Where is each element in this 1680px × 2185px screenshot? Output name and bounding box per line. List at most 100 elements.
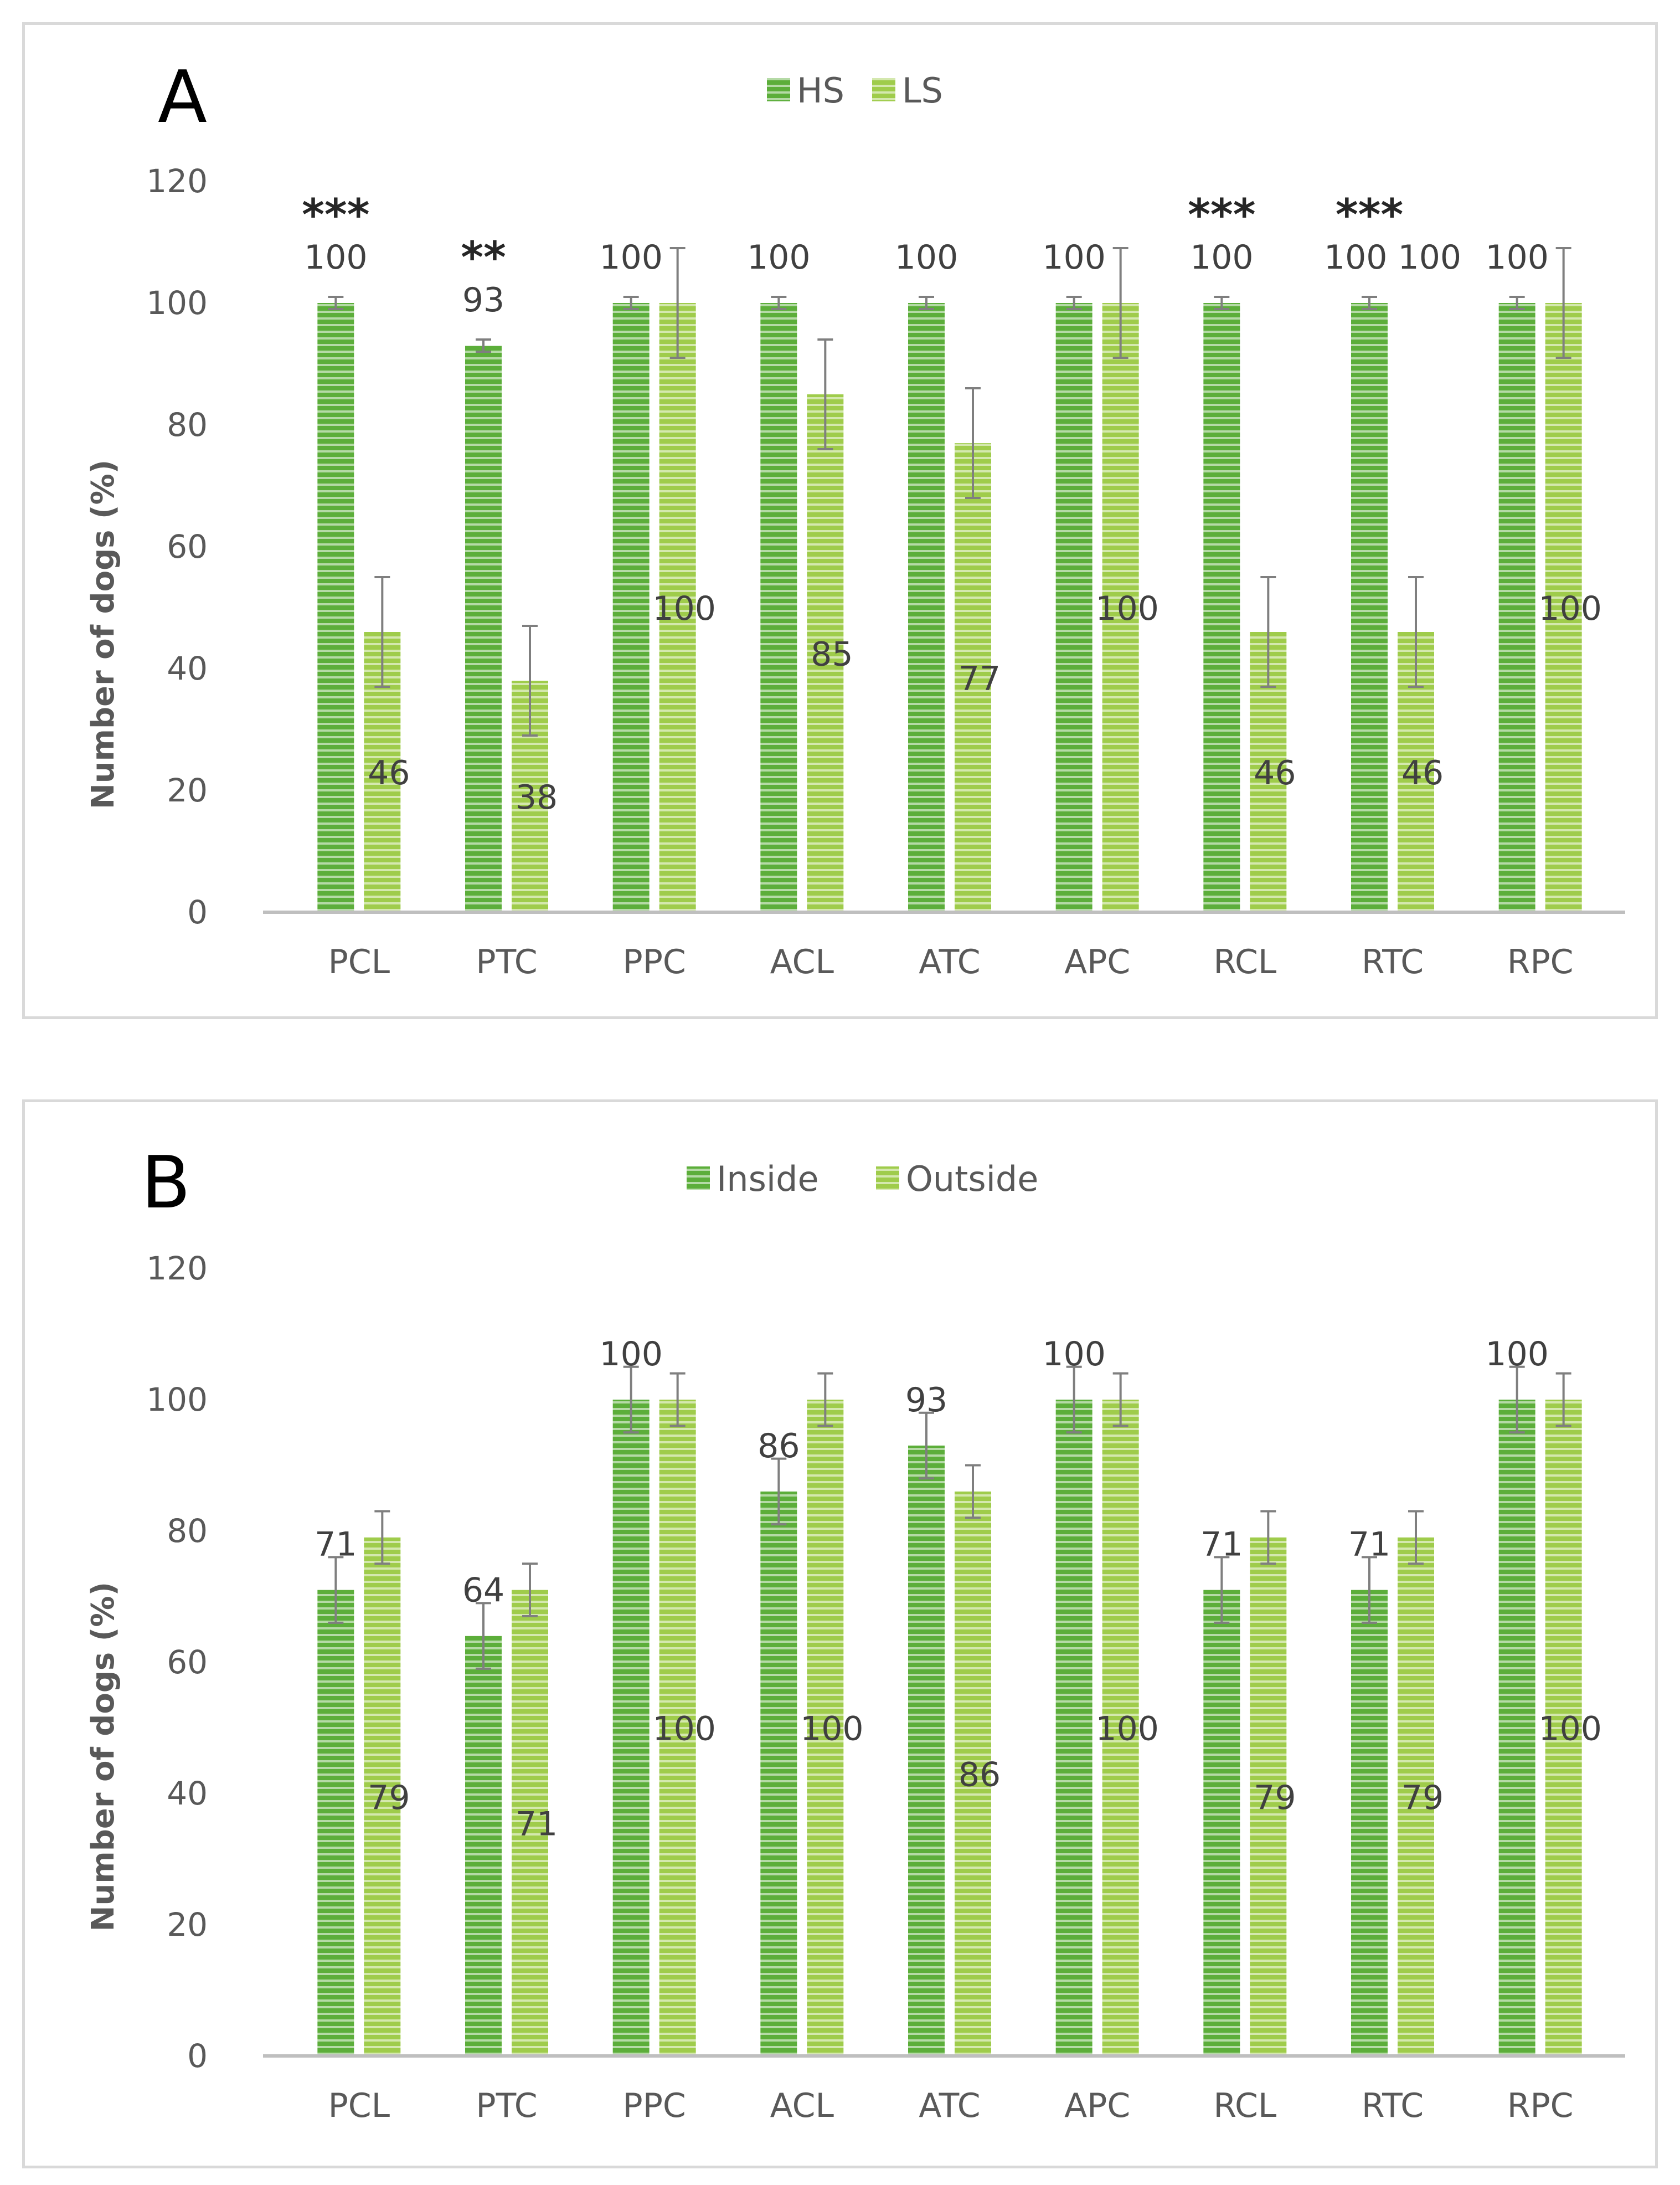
x-tick-label: RTC	[1362, 2086, 1424, 2125]
data-label-outside: 79	[1254, 1778, 1296, 1817]
error-bar-inside-pcl	[328, 1556, 344, 1624]
bar-hs-pcl	[317, 303, 354, 912]
x-tick-label: PPC	[623, 2086, 686, 2125]
bar-inside-ppc	[612, 1400, 650, 2056]
bar-inside-rcl	[1203, 1590, 1240, 2056]
panel-label: A	[158, 55, 207, 139]
error-bar-ls-apc	[1112, 247, 1128, 359]
data-label-inside: 100	[1042, 1335, 1106, 1374]
data-label-hs: 100	[1042, 238, 1106, 277]
error-bar-ls-pcl	[374, 576, 390, 688]
x-tick-label: PTC	[476, 2086, 537, 2125]
bar-outside-ptc	[512, 1590, 548, 2056]
legend-swatch-inside	[687, 1166, 710, 1190]
data-label-inside: 71	[315, 1525, 357, 1564]
data-label-ls: 46	[1254, 754, 1296, 793]
data-label-inside: 71	[1348, 1525, 1390, 1564]
bar-hs-ptc	[465, 346, 502, 912]
bar-ls-atc	[955, 443, 991, 912]
legend-swatch-ls	[872, 78, 895, 101]
data-label-ls: 77	[958, 660, 1001, 698]
error-bar-ls-rpc	[1555, 247, 1571, 359]
significance-marker: ***	[1188, 191, 1255, 240]
significance-marker: ***	[302, 191, 369, 240]
y-tick-label: 40	[167, 650, 208, 687]
x-tick-label: ACL	[770, 2086, 834, 2125]
bar-hs-rcl	[1203, 303, 1240, 912]
error-bar-outside-apc	[1112, 1372, 1128, 1427]
panel-label: B	[141, 1140, 190, 1225]
y-tick-label: 120	[146, 1250, 208, 1287]
data-label-inside: 93	[905, 1381, 947, 1420]
error-bar-hs-acl	[771, 296, 787, 310]
data-label-hs: 100	[304, 238, 368, 277]
y-tick-label: 0	[187, 893, 208, 931]
error-bar-hs-rcl	[1214, 296, 1230, 310]
y-tick-label: 80	[167, 1512, 208, 1550]
legend-swatch-outside	[876, 1166, 899, 1190]
y-tick-label: 20	[167, 772, 208, 809]
data-label-inside: 64	[462, 1571, 504, 1610]
error-bar-ls-ptc	[522, 625, 538, 737]
error-bar-outside-acl	[817, 1372, 833, 1427]
y-tick-label: 60	[167, 528, 208, 565]
data-label-hs: 100	[1190, 238, 1254, 277]
data-label-outside: 100	[800, 1710, 864, 1749]
bar-ls-rpc	[1545, 303, 1582, 912]
error-bar-inside-apc	[1066, 1365, 1082, 1434]
bar-hs-apc	[1055, 303, 1092, 912]
data-label-outside: 100	[1538, 1710, 1602, 1749]
data-label-hs: 100	[895, 238, 958, 277]
bar-inside-ptc	[465, 1636, 502, 2056]
y-tick-label: 100	[146, 284, 208, 322]
data-label-ls: 46	[368, 754, 410, 793]
data-label-inside: 100	[1485, 1335, 1549, 1374]
legend-label-inside: Inside	[717, 1159, 819, 1199]
x-tick-label: RTC	[1362, 943, 1424, 981]
bar-ls-ppc	[659, 303, 696, 912]
x-tick-label: RPC	[1507, 943, 1574, 981]
error-bar-ls-acl	[817, 338, 833, 450]
data-label-outside: 79	[1401, 1778, 1444, 1817]
error-bar-hs-atc	[919, 296, 934, 310]
bar-outside-acl	[807, 1400, 844, 2056]
data-label-outside: 86	[958, 1755, 1001, 1794]
bar-ls-acl	[807, 394, 844, 912]
data-label-inside: 71	[1200, 1525, 1243, 1564]
error-bar-inside-ptc	[476, 1602, 491, 1670]
y-tick-label: 80	[167, 406, 208, 444]
y-tick-label: 60	[167, 1643, 208, 1681]
y-tick-label: 20	[167, 1906, 208, 1944]
x-tick-label: PTC	[476, 943, 537, 981]
error-bar-hs-apc	[1066, 296, 1082, 310]
error-bar-outside-rpc	[1555, 1372, 1571, 1427]
bar-outside-rpc	[1545, 1400, 1582, 2056]
legend-swatch-hs	[767, 78, 790, 101]
data-label-hs: 100	[747, 238, 811, 277]
error-bar-inside-atc	[919, 1411, 934, 1480]
significance-marker: ***	[1336, 191, 1403, 240]
error-bar-inside-ppc	[623, 1365, 639, 1434]
data-label-outside: 100	[652, 1710, 716, 1749]
chart-b-svg: B Inside Outside 0 20 40 60 80 100 120 Number of d…	[85, 1140, 1625, 2125]
x-tick-label: RPC	[1507, 2086, 1574, 2125]
bar-hs-acl	[760, 303, 797, 912]
data-label-hs: 100	[1485, 238, 1549, 277]
error-bar-outside-atc	[965, 1464, 981, 1519]
legend-label-ls: LS	[902, 70, 943, 111]
error-bar-ls-atc	[965, 387, 981, 499]
bar-outside-atc	[955, 1491, 991, 2056]
legend-label-hs: HS	[797, 70, 844, 111]
error-bar-outside-ptc	[522, 1562, 538, 1618]
bar-inside-atc	[908, 1445, 945, 2056]
y-tick-label: 100	[146, 1381, 208, 1418]
error-bar-outside-rcl	[1260, 1510, 1276, 1565]
bar-inside-rpc	[1498, 1400, 1535, 2056]
data-label-ls: 100	[1538, 589, 1602, 628]
error-bar-ls-rtc	[1408, 576, 1424, 688]
significance-marker: **	[461, 233, 506, 283]
error-bar-inside-rtc	[1362, 1556, 1377, 1624]
data-label-ls: 38	[516, 778, 558, 817]
x-tick-label: PPC	[623, 943, 686, 981]
data-label-ls: 100	[652, 589, 716, 628]
